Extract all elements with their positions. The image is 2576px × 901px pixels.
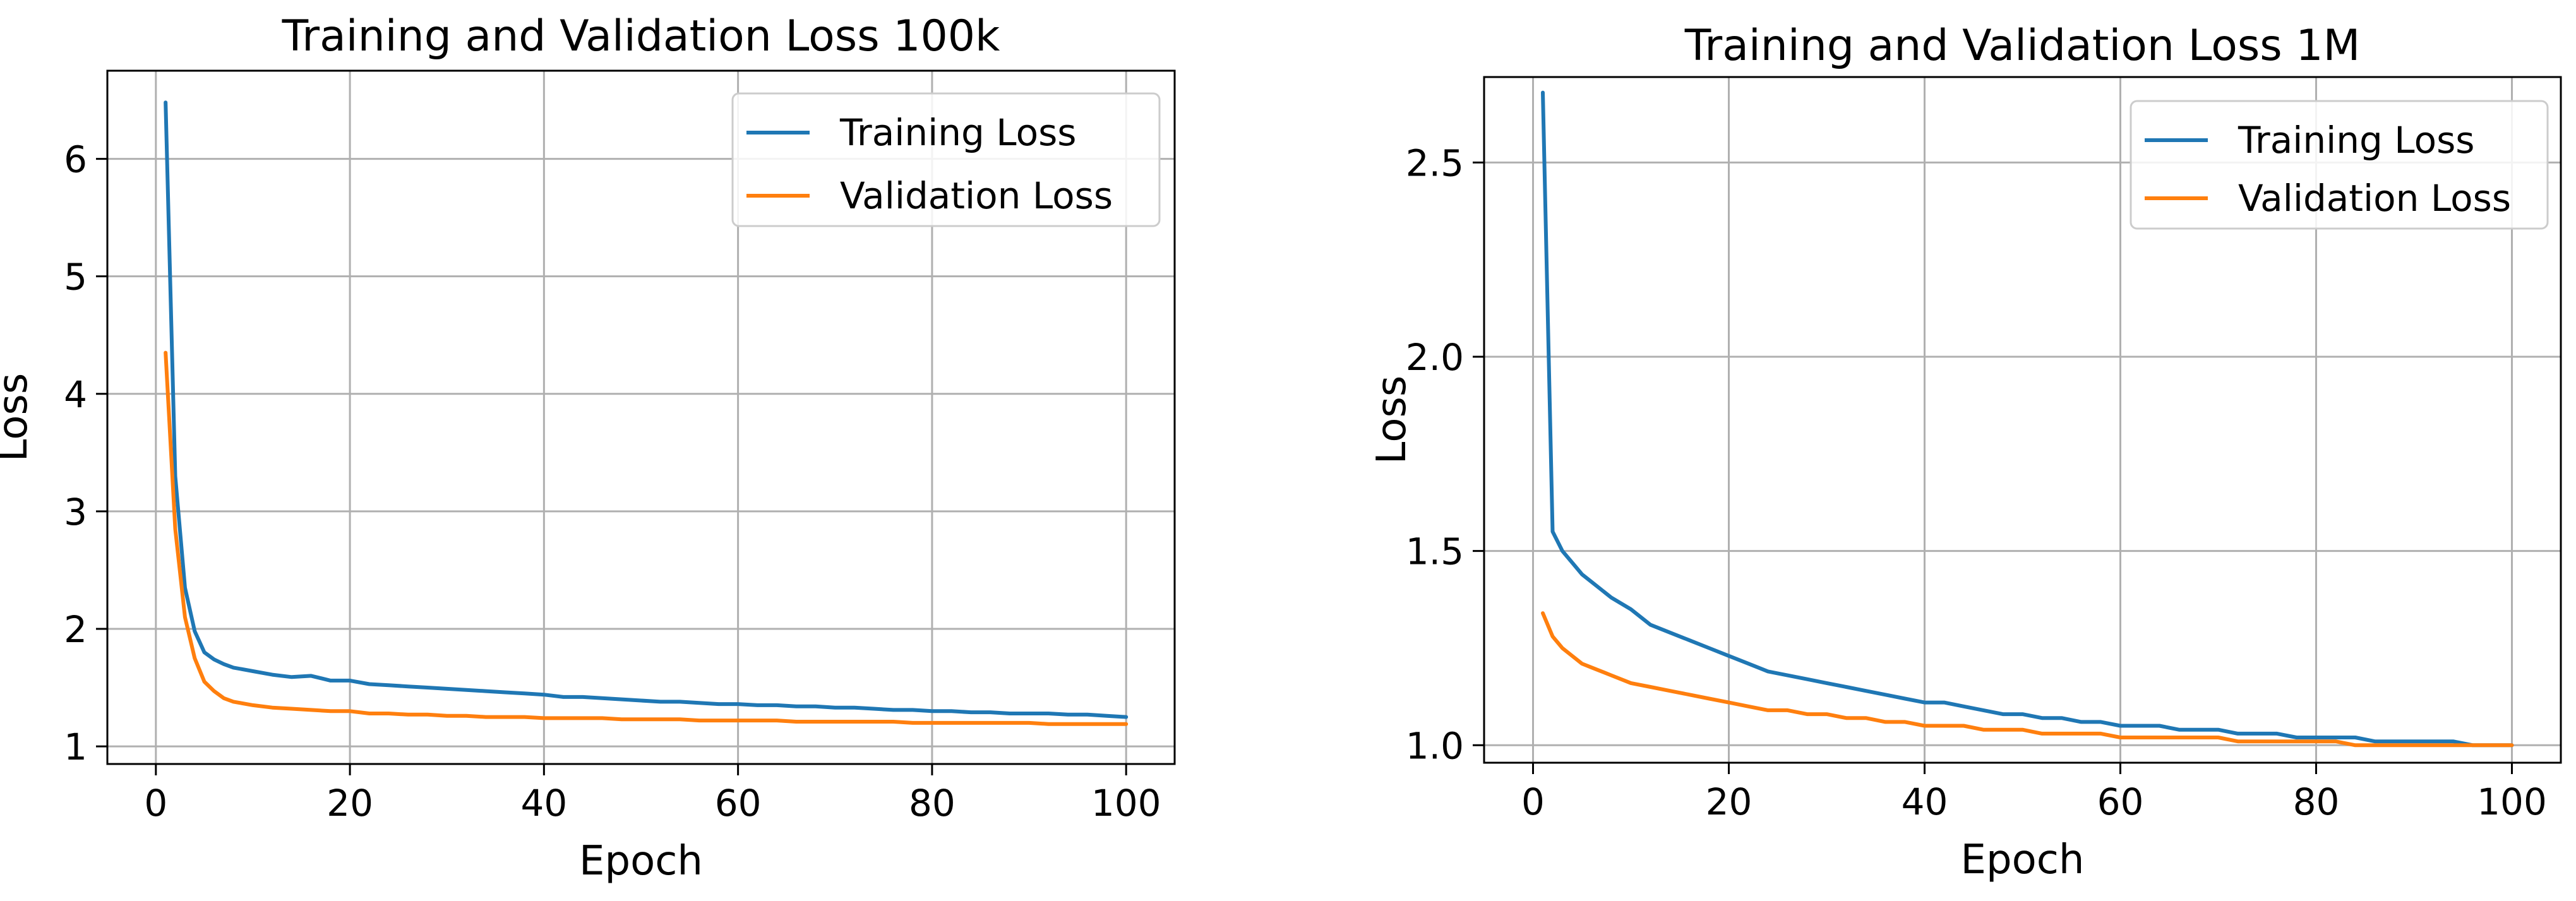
legend-label-training: Training Loss bbox=[839, 111, 1077, 154]
x-tick-label: 60 bbox=[715, 782, 762, 825]
x-axis-label: Epoch bbox=[1961, 837, 2085, 883]
legend-box bbox=[2130, 100, 2549, 230]
training-loss-line bbox=[164, 100, 1129, 719]
axes-frame bbox=[106, 69, 1176, 765]
x-tick-label: 100 bbox=[2477, 780, 2547, 823]
y-tick-label: 2 bbox=[64, 608, 87, 651]
x-tick-label: 40 bbox=[1902, 780, 1948, 823]
validation-loss-line bbox=[1541, 611, 2514, 748]
y-tick-label: 1 bbox=[64, 725, 87, 768]
x-tick-label: 100 bbox=[1091, 782, 1161, 825]
y-tick-label: 2.0 bbox=[1406, 336, 1464, 379]
chart-1: 0 20 40 60 80 100 1 2 3 4 5 6 Training and Validatio… bbox=[0, 11, 1176, 885]
training-loss-line bbox=[1541, 90, 2514, 748]
chart-2: 0 20 40 60 80 100 1.0 1.5 2.0 2.5 Training and Val… bbox=[1369, 21, 2562, 883]
legend: Training Loss Validation Loss bbox=[2130, 100, 2549, 230]
x-tick-label: 80 bbox=[909, 782, 956, 825]
chart-title: Training and Validation Loss 1M bbox=[1684, 21, 2361, 71]
y-tick-label: 1.0 bbox=[1406, 724, 1464, 767]
x-tick-label: 0 bbox=[1521, 780, 1545, 823]
legend-box bbox=[731, 92, 1161, 227]
axes-frame bbox=[1483, 76, 2562, 764]
chart-title: Training and Validation Loss 100k bbox=[282, 11, 1000, 61]
x-tick-label: 80 bbox=[2293, 780, 2340, 823]
legend-label-training: Training Loss bbox=[2238, 119, 2475, 162]
x-axis-label: Epoch bbox=[579, 838, 703, 885]
y-tick-label: 3 bbox=[64, 491, 87, 534]
y-tick-label: 1.5 bbox=[1406, 530, 1464, 573]
y-axis-label: Loss bbox=[1369, 376, 1415, 464]
validation-loss-line bbox=[164, 350, 1129, 726]
y-tick-label: 4 bbox=[64, 373, 87, 416]
y-tick-label: 5 bbox=[64, 256, 87, 299]
x-tick-label: 0 bbox=[144, 782, 167, 825]
x-tick-label: 20 bbox=[326, 782, 373, 825]
y-tick-label: 6 bbox=[64, 138, 87, 181]
y-tick-label: 2.5 bbox=[1406, 141, 1464, 184]
x-tick-label: 40 bbox=[520, 782, 567, 825]
x-tick-label: 60 bbox=[2097, 780, 2144, 823]
y-axis-label: Loss bbox=[0, 373, 37, 462]
legend-label-validation: Validation Loss bbox=[2238, 177, 2511, 220]
legend: Training Loss Validation Loss bbox=[731, 92, 1161, 227]
x-tick-label: 20 bbox=[1706, 780, 1752, 823]
legend-label-validation: Validation Loss bbox=[840, 174, 1113, 217]
